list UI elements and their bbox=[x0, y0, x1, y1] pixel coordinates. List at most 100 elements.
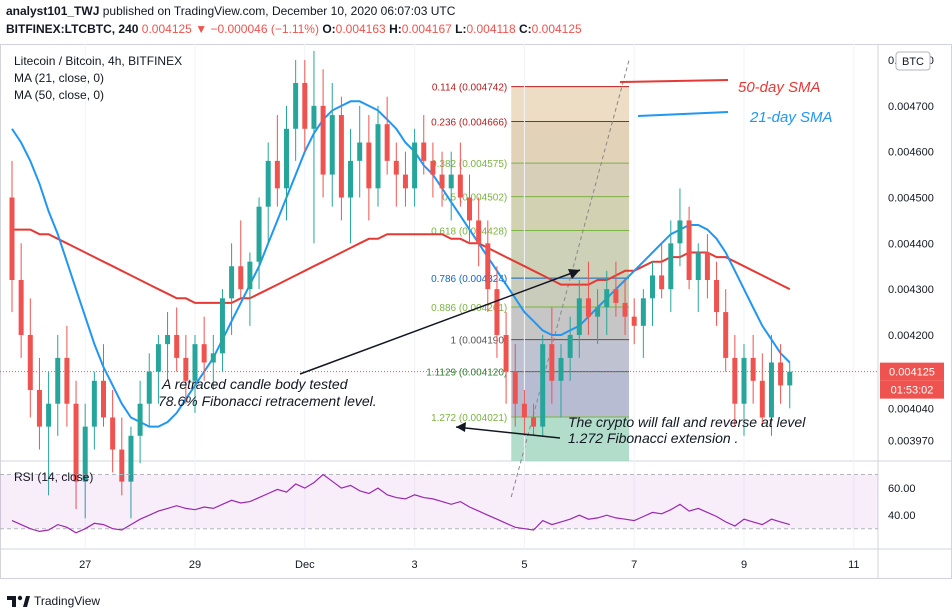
sma21-key-line bbox=[637, 111, 729, 117]
candle-body bbox=[238, 266, 244, 290]
tradingview-logo[interactable]: TradingView bbox=[6, 594, 100, 608]
candle-body bbox=[311, 105, 317, 129]
candle-body bbox=[119, 449, 125, 482]
currency-badge-text: BTC bbox=[902, 56, 924, 68]
candle-body bbox=[338, 115, 344, 198]
note1-arrow-head bbox=[568, 269, 580, 279]
candle-body bbox=[201, 344, 207, 363]
date-tick-label: 11 bbox=[848, 559, 859, 571]
price-chart[interactable]: 0.114 (0.004742) 0.236 (0.004666) 0.382 (0… bbox=[0, 44, 952, 579]
candle-body bbox=[714, 279, 720, 313]
candle-body bbox=[357, 142, 363, 161]
current-price-box bbox=[880, 362, 944, 381]
candle-body bbox=[549, 344, 555, 381]
grid bbox=[84, 44, 855, 549]
chart-title: Litecoin / Bitcoin, 4h, BITFINEX bbox=[14, 54, 182, 68]
ma50-line bbox=[12, 228, 791, 304]
tradingview-brand: TradingView bbox=[34, 593, 101, 608]
candle-body bbox=[467, 197, 472, 221]
countdown-label: 01:53:02 bbox=[891, 385, 934, 397]
candle-body bbox=[247, 261, 253, 290]
date-tick-label: 3 bbox=[412, 559, 418, 571]
chart-frame: 0.114 (0.004742) 0.236 (0.004666) 0.382 (0… bbox=[0, 44, 952, 579]
candle-body bbox=[110, 417, 116, 450]
candle-body bbox=[567, 334, 573, 358]
fib-level-label: 0.382 (0.004575) bbox=[431, 159, 507, 170]
fib-extension-band bbox=[511, 417, 630, 461]
candle-body bbox=[348, 160, 354, 198]
candle-body bbox=[320, 105, 326, 175]
rsi-line bbox=[11, 473, 790, 534]
fib-level-label: 1 (0.004190) bbox=[451, 336, 508, 347]
candle-body bbox=[421, 142, 427, 161]
candle-body bbox=[302, 82, 308, 129]
sma21-annotation: 21-day SMA bbox=[749, 109, 833, 126]
candle-body bbox=[430, 160, 436, 175]
publisher-name[interactable]: analyst101_TWJ bbox=[6, 4, 100, 18]
down-arrow-icon: ▼ bbox=[195, 22, 208, 36]
candle-body bbox=[412, 142, 418, 189]
candle-body bbox=[46, 403, 52, 427]
candle-body bbox=[768, 362, 774, 418]
currency-badge[interactable] bbox=[895, 51, 931, 71]
candle-body bbox=[55, 357, 61, 404]
candle-body bbox=[503, 334, 509, 372]
candle-body bbox=[741, 357, 747, 404]
low-value: 0.004118 bbox=[466, 22, 516, 36]
fib-trend-line bbox=[510, 59, 630, 498]
candle-body bbox=[73, 403, 79, 482]
sma50-annotation: 50-day SMA bbox=[738, 79, 821, 96]
candle-body bbox=[9, 197, 15, 280]
price-tick-label: 0.004600 bbox=[888, 147, 934, 159]
candle-body bbox=[183, 357, 189, 381]
candle-body bbox=[759, 380, 765, 418]
close-value: 0.004125 bbox=[531, 22, 582, 36]
fib-level-label: 0.886 (0.004261) bbox=[431, 303, 507, 314]
sma50-key-line bbox=[619, 79, 729, 83]
candle-body bbox=[476, 220, 482, 244]
fib-band bbox=[511, 86, 630, 122]
note1-line2: 78.6% Fibonacci retracement level. bbox=[158, 393, 377, 409]
note2-arrow bbox=[455, 426, 561, 439]
note2-line1: The crypto will fall and reverse at leve… bbox=[568, 414, 806, 430]
date-tick-label: 7 bbox=[631, 559, 637, 571]
fib-level-label: 0.114 (0.004742) bbox=[432, 83, 507, 94]
note1-line1: A retraced candle body tested bbox=[161, 376, 349, 392]
candle-body bbox=[18, 279, 24, 335]
high-label: H: bbox=[389, 22, 402, 36]
candle-body bbox=[622, 302, 628, 317]
candle-body bbox=[393, 160, 399, 175]
candle-body bbox=[750, 357, 756, 381]
candle-body bbox=[146, 371, 152, 404]
price-tick-label: 0.004200 bbox=[888, 330, 934, 342]
candle-body bbox=[439, 174, 445, 189]
published-text: published on TradingView.com, December 1… bbox=[102, 4, 456, 18]
date-tick-label: 5 bbox=[521, 559, 527, 571]
candle-body bbox=[695, 252, 701, 280]
candle-body bbox=[576, 298, 582, 335]
candle-body bbox=[604, 289, 610, 308]
publish-info: analyst101_TWJ published on TradingView.… bbox=[6, 4, 455, 18]
note2-line2: 1.272 Fibonacci extension . bbox=[568, 430, 738, 446]
candle-body bbox=[155, 344, 161, 372]
ma50-legend: MA (50, close, 0) bbox=[14, 88, 104, 102]
rsi-tick-label: 40.00 bbox=[888, 510, 916, 522]
candle-body bbox=[192, 344, 198, 381]
candle-body bbox=[613, 289, 619, 303]
candle-body bbox=[531, 417, 537, 427]
note1-arrow bbox=[299, 269, 581, 375]
candle-body bbox=[229, 266, 235, 299]
fib-level-label: 0.786 (0.004324) bbox=[431, 274, 507, 285]
ma21-legend: MA (21, close, 0) bbox=[14, 71, 104, 85]
date-tick-label: 9 bbox=[741, 559, 747, 571]
candle-body bbox=[512, 371, 518, 404]
high-value: 0.004167 bbox=[401, 22, 452, 36]
candle-body bbox=[101, 380, 106, 418]
candle-body bbox=[778, 362, 784, 386]
candle-body bbox=[256, 206, 262, 262]
candle-body bbox=[402, 174, 408, 189]
candle-body bbox=[293, 82, 299, 129]
candle-body bbox=[650, 275, 655, 299]
fib-level-label: 1.272 (0.004021) bbox=[431, 413, 507, 424]
fib-level-label: 0.5 (0.004502) bbox=[442, 193, 507, 204]
